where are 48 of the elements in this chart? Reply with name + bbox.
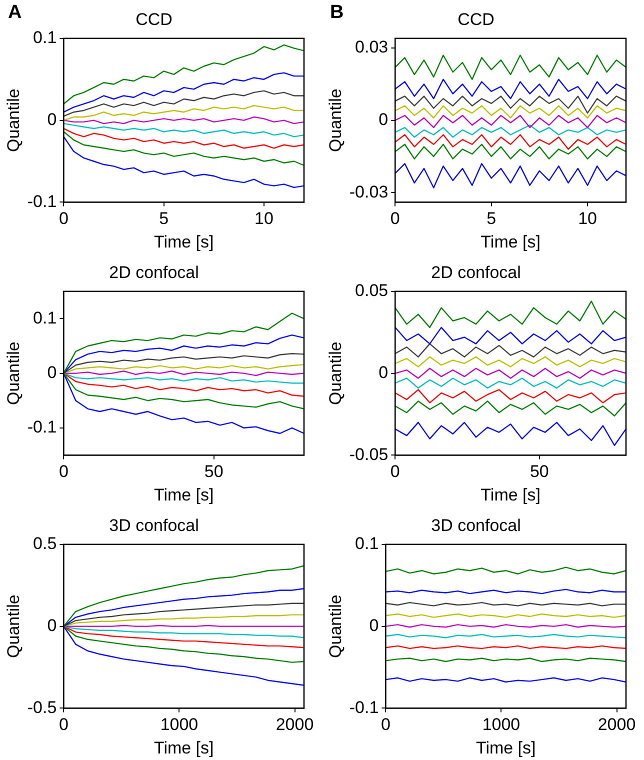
text: A bbox=[8, 2, 22, 24]
y-tick-label: 0 bbox=[369, 616, 379, 635]
x-axis-title: Time [s] bbox=[480, 485, 540, 504]
y-axis-title: Quantile bbox=[4, 88, 23, 152]
x-axis-title: Time [s] bbox=[154, 738, 214, 758]
y-axis-title: Quantile bbox=[326, 88, 345, 152]
y-axis-title: Quantile bbox=[4, 342, 23, 405]
y-tick-label: -0.05 bbox=[349, 444, 388, 464]
x-tick-label: 1000 bbox=[160, 715, 198, 734]
chart-title: CCD bbox=[136, 10, 172, 29]
y-axis-title: Quantile bbox=[326, 594, 345, 658]
y-tick-label: 0.1 bbox=[33, 28, 57, 48]
chart-title: 3D confocal bbox=[431, 516, 521, 535]
y-tick-label: -0.5 bbox=[27, 698, 57, 717]
y-tick-label: 0 bbox=[47, 616, 57, 635]
y-tick-label: 0 bbox=[378, 362, 388, 382]
y-axis-title: Quantile bbox=[4, 594, 23, 658]
y-axis-title: Quantile bbox=[326, 342, 345, 405]
chart-title: 2D confocal bbox=[109, 262, 199, 282]
x-tick-label: 10 bbox=[578, 209, 597, 228]
chart-title: 3D confocal bbox=[109, 516, 199, 535]
y-tick-label: 0 bbox=[47, 110, 57, 129]
x-axis-title: Time [s] bbox=[154, 485, 214, 504]
x-tick-label: 5 bbox=[159, 209, 169, 228]
x-tick-label: 2000 bbox=[598, 715, 636, 734]
y-tick-label: 0.1 bbox=[33, 308, 57, 328]
chart-title: 2D confocal bbox=[431, 262, 521, 282]
y-tick-label: 0.5 bbox=[33, 534, 57, 554]
y-tick-label: -0.03 bbox=[349, 182, 388, 202]
text: B bbox=[330, 2, 344, 24]
x-tick-label: 50 bbox=[530, 462, 549, 482]
x-tick-label: 10 bbox=[254, 209, 274, 228]
x-axis-title: Time [s] bbox=[480, 232, 540, 252]
y-tick-label: -0.1 bbox=[27, 192, 57, 211]
y-tick-label: -0.1 bbox=[349, 698, 379, 717]
x-tick-label: 1000 bbox=[482, 715, 520, 734]
y-tick-label: -0.1 bbox=[27, 418, 57, 437]
x-axis-title: Time [s] bbox=[154, 232, 214, 252]
y-tick-label: 0.05 bbox=[355, 281, 388, 300]
x-tick-label: 50 bbox=[204, 462, 224, 482]
x-tick-label: 2000 bbox=[276, 715, 314, 734]
y-tick-label: 0 bbox=[47, 362, 57, 382]
x-tick-label: 5 bbox=[486, 209, 496, 228]
y-tick-label: 0 bbox=[378, 110, 388, 129]
y-tick-label: 0.03 bbox=[355, 38, 388, 57]
x-axis-title: Time [s] bbox=[476, 738, 536, 758]
y-tick-label: 0.1 bbox=[355, 534, 379, 554]
chart-title: CCD bbox=[458, 10, 494, 29]
